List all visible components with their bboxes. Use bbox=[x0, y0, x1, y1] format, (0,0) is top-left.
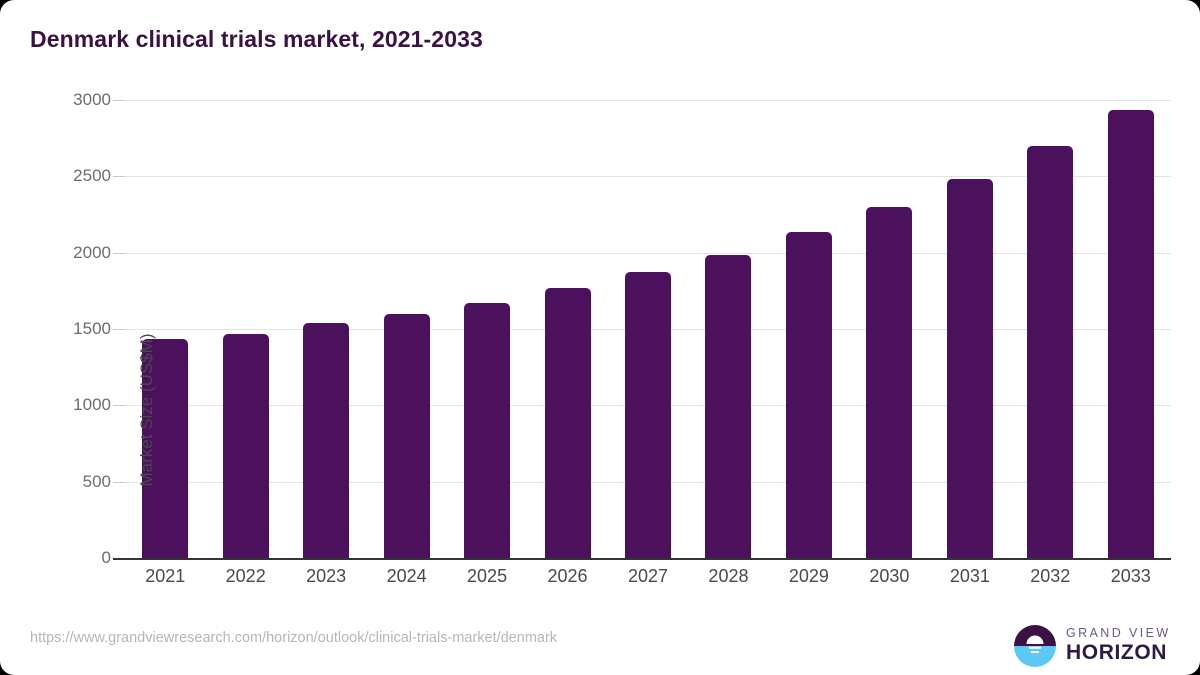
gridline bbox=[125, 100, 1171, 101]
x-tick-label: 2023 bbox=[306, 566, 347, 586]
bar bbox=[946, 179, 993, 558]
gridline bbox=[125, 176, 1171, 178]
x-tick-label: 2031 bbox=[949, 566, 990, 586]
x-tick-label: 2028 bbox=[708, 566, 749, 586]
source-url-text: https://www.grandviewresearch.com/horizo… bbox=[30, 630, 558, 646]
y-tick-label: 2000 bbox=[73, 242, 111, 262]
bar bbox=[222, 333, 269, 558]
grand-view-horizon-logo: GRAND VIEW HORIZON bbox=[1014, 623, 1172, 669]
y-tick bbox=[113, 329, 125, 330]
bar bbox=[464, 302, 511, 558]
y-axis-title: Market Size (US$M) bbox=[137, 333, 156, 487]
x-tick-label: 2033 bbox=[1110, 566, 1151, 586]
y-tick bbox=[113, 252, 125, 254]
bar bbox=[705, 254, 752, 558]
y-tick-label: 500 bbox=[82, 471, 111, 491]
x-axis-line bbox=[113, 558, 1171, 560]
bar bbox=[1027, 146, 1074, 558]
x-tick-label: 2027 bbox=[627, 566, 669, 586]
x-tick-label: 2024 bbox=[386, 566, 427, 586]
bar bbox=[303, 322, 350, 558]
y-tick-label: 3000 bbox=[73, 90, 111, 109]
x-axis-tick-labels: 2021 2022 2023 2024 2025 2026 2027 2028 2029 2030… bbox=[125, 566, 1171, 594]
bar bbox=[383, 313, 430, 558]
y-axis-tick-labels: 0 500 1000 1500 2000 2500 3000 bbox=[0, 90, 111, 567]
x-tick-label: 2032 bbox=[1030, 566, 1071, 586]
bar bbox=[866, 207, 913, 558]
y-tick-label: 2500 bbox=[73, 166, 111, 186]
horizon-circle-icon bbox=[1014, 625, 1056, 667]
chart-title: Denmark clinical trials market, 2021-203… bbox=[30, 26, 483, 52]
y-tick-label: 0 bbox=[101, 548, 111, 567]
plot-area: Market Size (US$M) bbox=[113, 100, 1171, 560]
x-tick-label: 2022 bbox=[225, 566, 266, 586]
y-tick bbox=[113, 100, 125, 101]
logo-bottom-text: HORIZON bbox=[1066, 641, 1168, 664]
gridline bbox=[125, 252, 1171, 254]
bar bbox=[1107, 110, 1154, 558]
x-tick-label: 2025 bbox=[467, 566, 508, 586]
bar bbox=[544, 287, 591, 558]
bar bbox=[625, 271, 671, 558]
x-tick-label: 2026 bbox=[547, 566, 588, 586]
logo-top-text: GRAND VIEW bbox=[1066, 626, 1171, 640]
y-tick bbox=[113, 481, 125, 483]
x-tick-label: 2029 bbox=[788, 566, 829, 586]
bar bbox=[785, 232, 832, 558]
y-tick bbox=[113, 176, 125, 178]
x-tick-label: 2021 bbox=[145, 566, 186, 586]
x-tick-label: 2030 bbox=[869, 566, 910, 586]
y-tick-label: 1000 bbox=[73, 395, 111, 415]
bar bbox=[142, 338, 189, 558]
y-tick bbox=[113, 405, 125, 407]
y-tick-label: 1500 bbox=[73, 319, 111, 338]
logo-wordmark: GRAND VIEW HORIZON bbox=[1066, 626, 1171, 664]
